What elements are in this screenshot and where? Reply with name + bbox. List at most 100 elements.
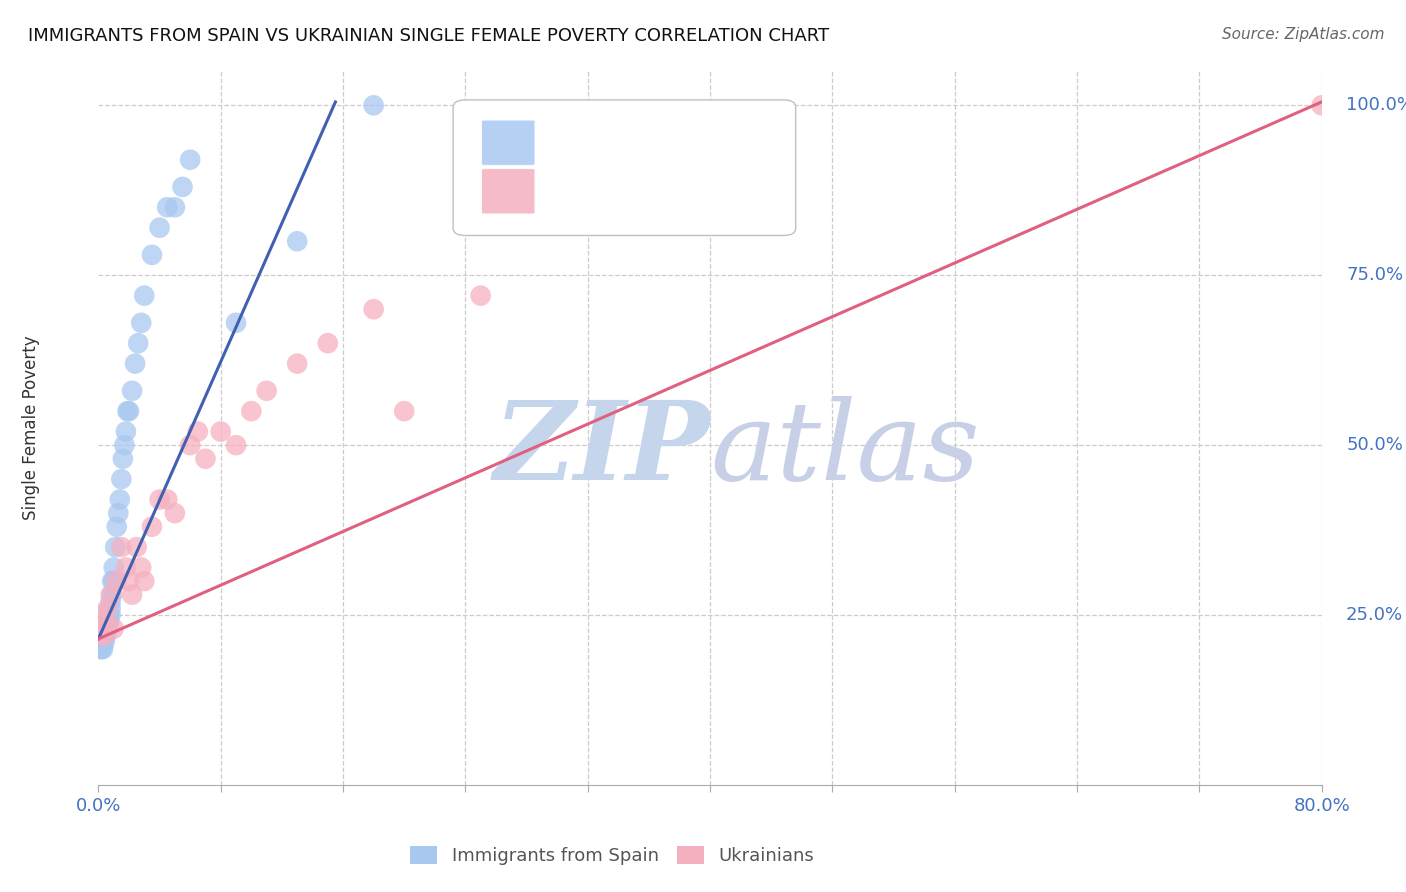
Point	[134, 288, 156, 302]
Point	[149, 492, 172, 507]
Point	[285, 357, 308, 371]
Text: IMMIGRANTS FROM SPAIN VS UKRAINIAN SINGLE FEMALE POVERTY CORRELATION CHART: IMMIGRANTS FROM SPAIN VS UKRAINIAN SINGL…	[28, 27, 830, 45]
Point	[93, 628, 115, 642]
Text: 75.0%: 75.0%	[1346, 266, 1403, 285]
Point	[163, 200, 186, 214]
Point	[90, 622, 112, 636]
Point	[112, 438, 135, 452]
Text: 100.0%: 100.0%	[1346, 96, 1406, 114]
Point	[105, 519, 128, 533]
Point	[93, 635, 115, 649]
Point	[240, 404, 263, 418]
Point	[94, 615, 117, 629]
Point	[110, 472, 132, 486]
Point	[127, 336, 149, 351]
Text: Single Female Poverty: Single Female Poverty	[22, 336, 41, 520]
Point	[110, 540, 132, 554]
Point	[103, 622, 125, 636]
Point	[225, 438, 247, 452]
Text: atlas: atlas	[710, 396, 980, 503]
Point	[100, 588, 122, 602]
Point	[121, 588, 143, 602]
Point	[187, 425, 209, 439]
Text: Source: ZipAtlas.com: Source: ZipAtlas.com	[1222, 27, 1385, 42]
Point	[100, 601, 122, 615]
Point	[163, 506, 186, 520]
Point	[89, 628, 111, 642]
Point	[101, 574, 124, 588]
Point	[91, 628, 114, 642]
Point	[97, 601, 120, 615]
Point	[470, 288, 492, 302]
Point	[90, 608, 112, 623]
Point	[90, 635, 112, 649]
Point	[194, 451, 217, 466]
FancyBboxPatch shape	[481, 169, 536, 214]
Text: ZIP: ZIP	[494, 396, 710, 503]
Point	[115, 425, 138, 439]
Point	[129, 560, 152, 574]
Text: 25.0%: 25.0%	[1346, 606, 1403, 624]
Point	[91, 635, 114, 649]
Point	[89, 615, 111, 629]
Point	[98, 615, 121, 629]
Point	[101, 588, 124, 602]
Point	[121, 384, 143, 398]
Point	[97, 615, 120, 629]
Point	[104, 540, 127, 554]
Text: 50.0%: 50.0%	[1346, 436, 1403, 454]
Point	[134, 574, 156, 588]
Text: R = 0.632   N = 52: R = 0.632 N = 52	[551, 134, 721, 152]
Point	[118, 404, 141, 418]
Point	[117, 404, 139, 418]
Point	[94, 615, 117, 629]
Point	[363, 98, 385, 112]
Point	[93, 622, 115, 636]
Point	[100, 608, 122, 623]
Point	[91, 622, 114, 636]
Point	[256, 384, 278, 398]
Point	[94, 628, 117, 642]
Point	[90, 628, 112, 642]
Point	[89, 642, 111, 657]
Point	[105, 574, 128, 588]
Point	[98, 608, 121, 623]
Point	[179, 153, 201, 167]
Point	[129, 316, 152, 330]
Point	[1310, 98, 1333, 112]
Point	[111, 451, 134, 466]
Point	[89, 628, 111, 642]
Point	[156, 492, 179, 507]
Point	[93, 628, 115, 642]
Point	[108, 492, 131, 507]
Point	[103, 560, 125, 574]
Point	[363, 302, 385, 317]
Point	[97, 622, 120, 636]
Point	[156, 200, 179, 214]
Point	[141, 519, 163, 533]
Text: R = 0.619   N = 33: R = 0.619 N = 33	[551, 182, 721, 200]
Point	[225, 316, 247, 330]
Point	[118, 574, 141, 588]
Legend: Immigrants from Spain, Ukrainians: Immigrants from Spain, Ukrainians	[404, 838, 821, 872]
Point	[103, 574, 125, 588]
Point	[149, 220, 172, 235]
Point	[91, 642, 114, 657]
Point	[115, 560, 138, 574]
Point	[107, 506, 129, 520]
Point	[125, 540, 148, 554]
Point	[392, 404, 416, 418]
Point	[285, 234, 308, 248]
Point	[94, 622, 117, 636]
Point	[179, 438, 201, 452]
Point	[89, 635, 111, 649]
Point	[90, 642, 112, 657]
Point	[172, 180, 194, 194]
FancyBboxPatch shape	[481, 120, 536, 166]
Point	[124, 357, 146, 371]
Point	[209, 425, 232, 439]
Point	[100, 594, 122, 608]
FancyBboxPatch shape	[453, 100, 796, 235]
Point	[316, 336, 339, 351]
Point	[141, 248, 163, 262]
